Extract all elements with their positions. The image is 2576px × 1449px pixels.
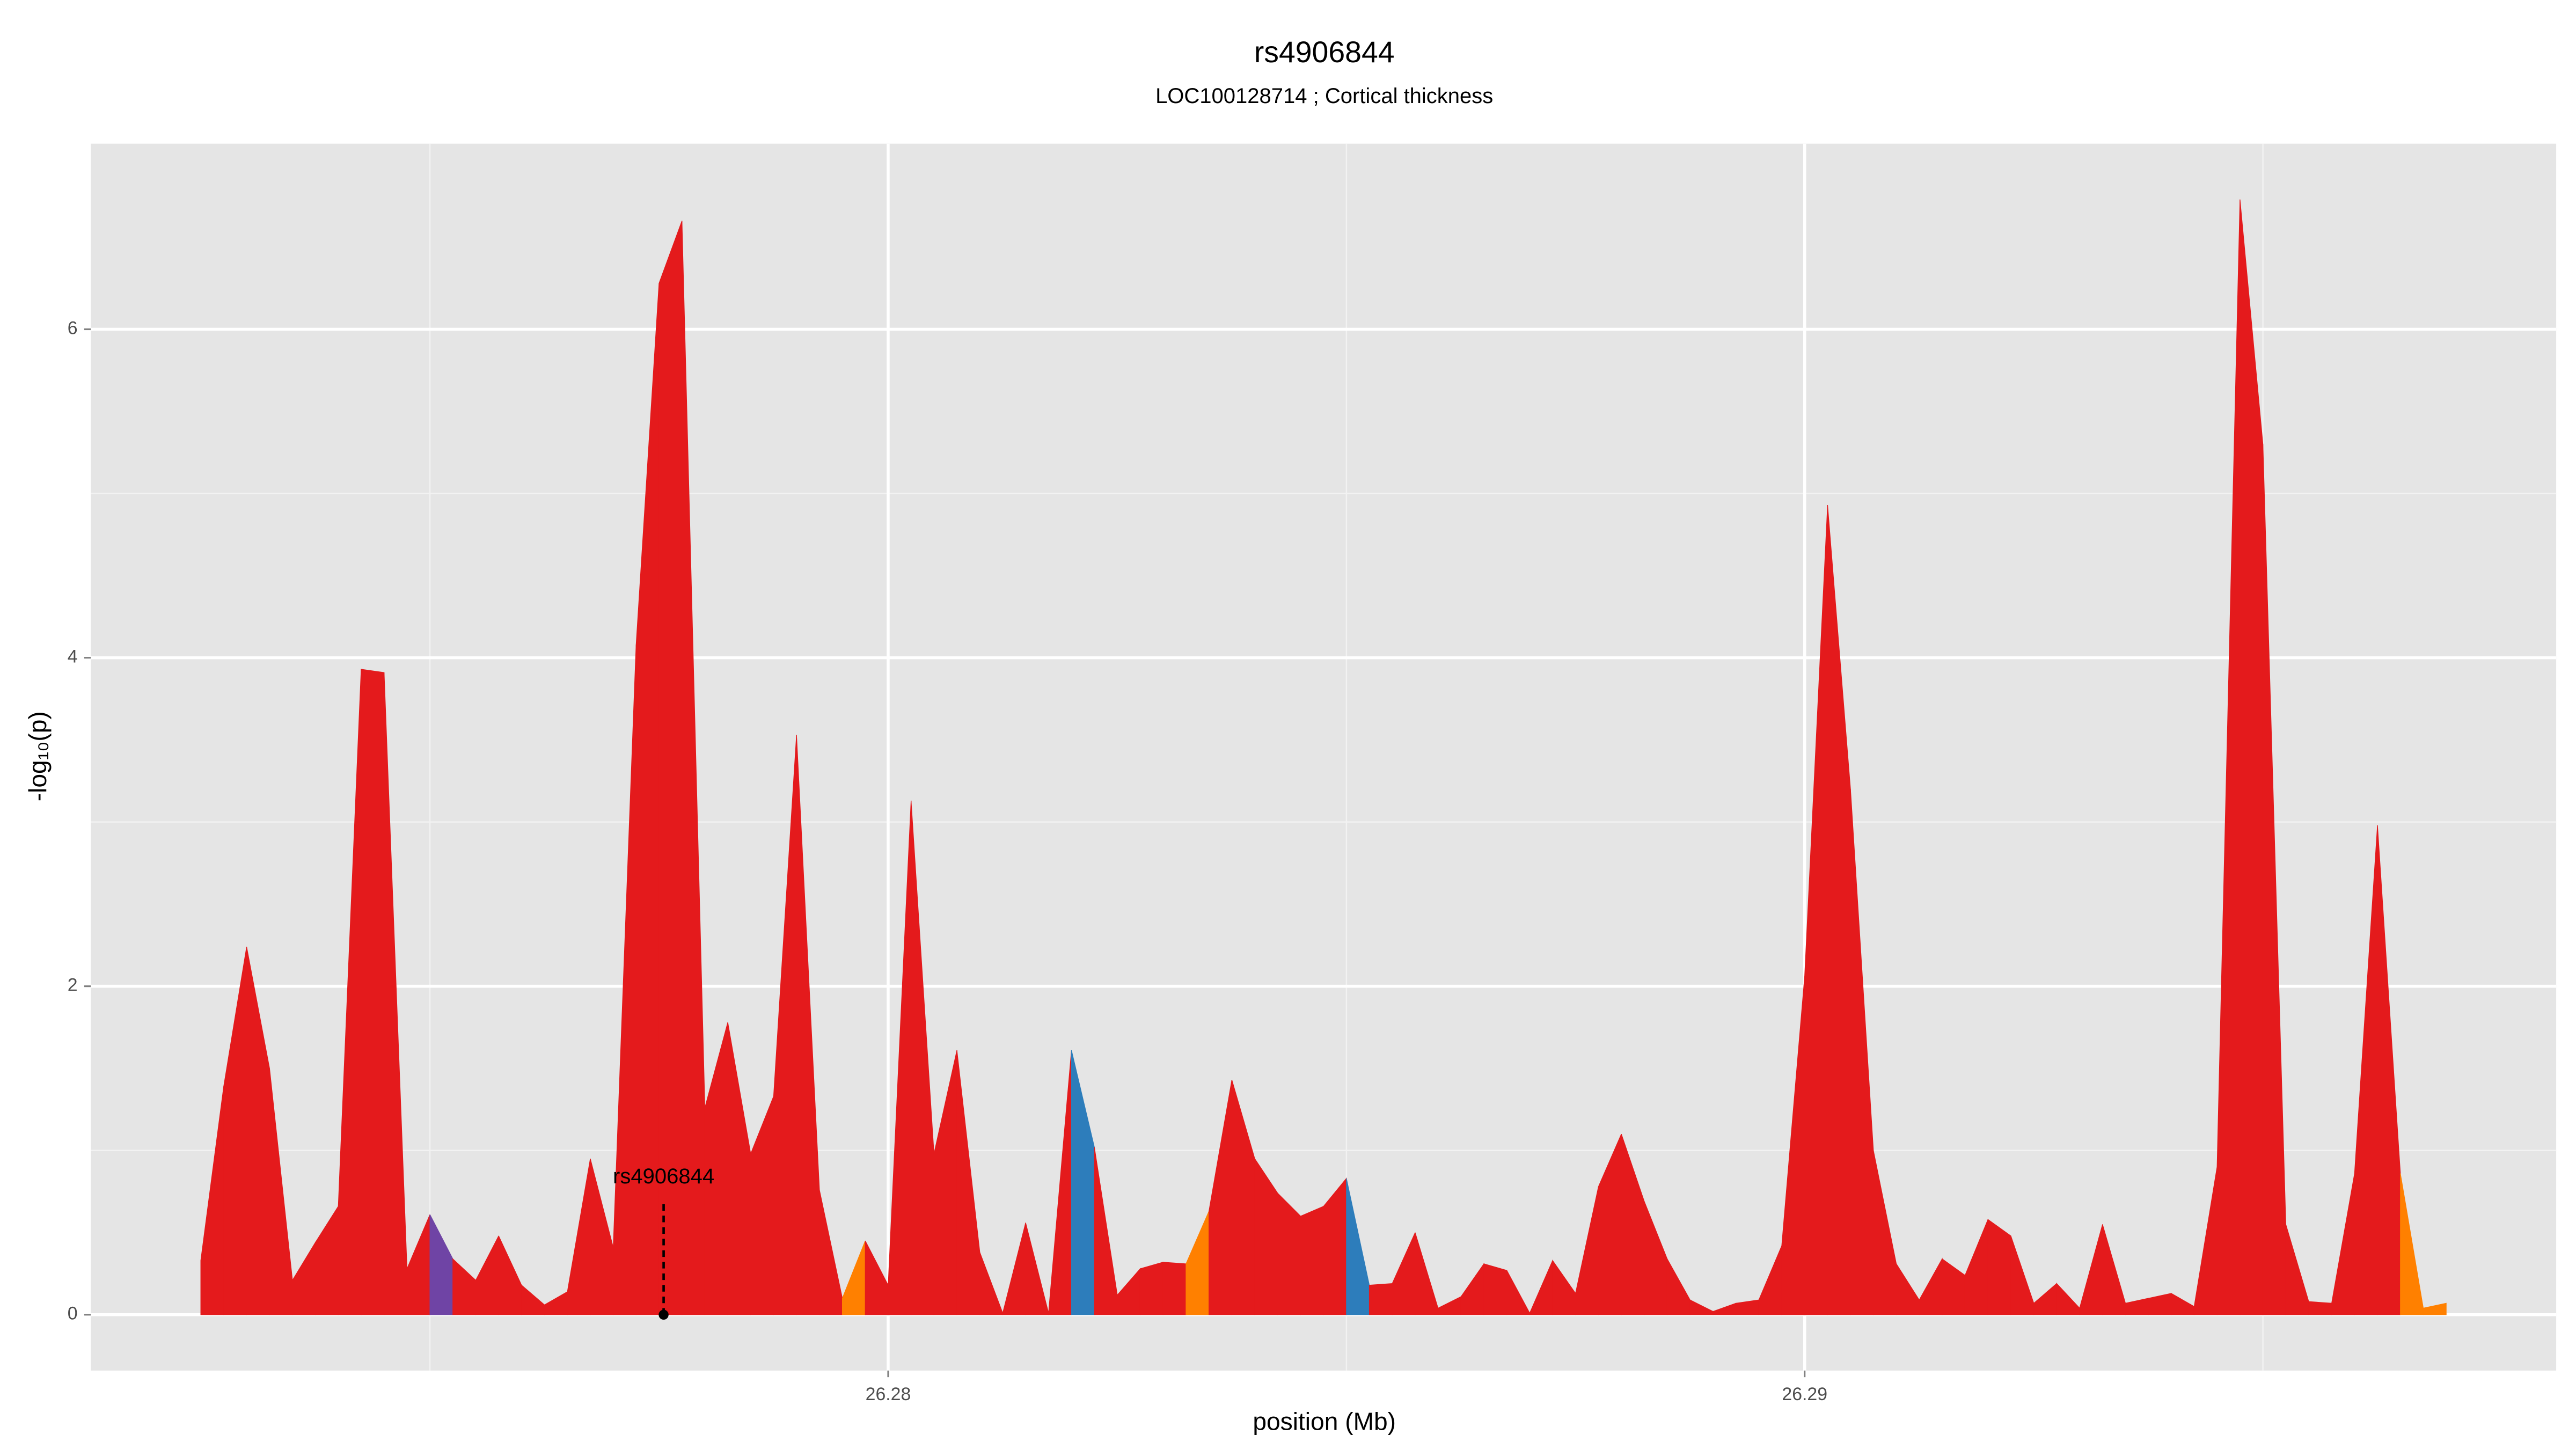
area-segment [2308,1301,2332,1315]
annotation-point [658,1309,669,1320]
y-tick-label: 0 [68,1304,78,1324]
annotation-label: rs4906844 [613,1165,714,1188]
area-segment [1483,1263,1507,1315]
area-segment [2423,1302,2447,1315]
chart-title: rs4906844 [1254,35,1395,69]
area-segment [1139,1262,1163,1315]
plot-panel [91,143,2557,1371]
area-segment [1987,1219,2011,1315]
area-segment [1300,1205,1324,1315]
x-tick-label: 26.29 [1782,1384,1827,1404]
y-tick-label: 4 [68,647,78,667]
y-tick-label: 2 [68,975,78,996]
chart-subtitle: LOC100128714 ; Cortical thickness [1155,84,1493,108]
y-axis-label: -log₁₀(p) [24,711,52,801]
x-tick-label: 26.28 [866,1384,911,1404]
area-segment [1368,1283,1393,1315]
area-segment [361,669,385,1315]
area-segment [658,221,683,1315]
x-axis-label: position (Mb) [1253,1407,1396,1435]
area-segment [1162,1262,1187,1315]
y-tick-label: 6 [68,318,78,338]
